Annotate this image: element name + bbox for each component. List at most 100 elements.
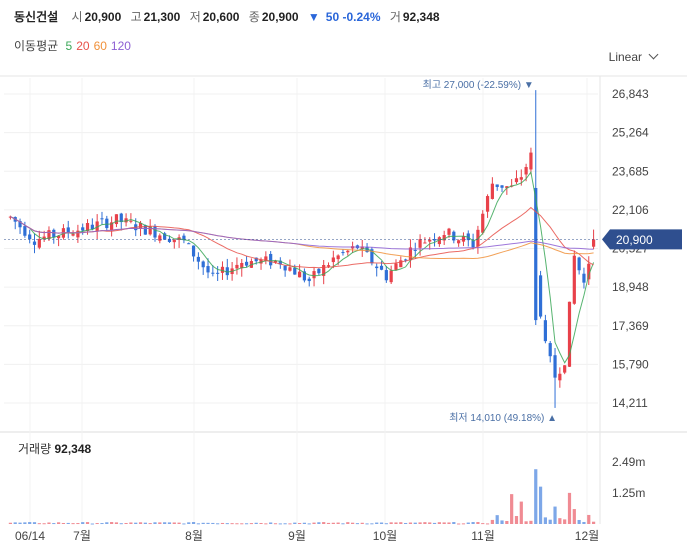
volume-bar xyxy=(399,522,403,524)
moving-average-legend[interactable]: 이동평균 5 20 60 120 xyxy=(14,37,135,54)
volume-bar xyxy=(461,523,466,525)
volume-bar xyxy=(336,522,340,524)
volume-bar xyxy=(240,523,244,525)
y-tick-label: 25,264 xyxy=(612,126,649,140)
volume-bar xyxy=(572,509,576,524)
volume-bar xyxy=(452,522,456,524)
candle-body xyxy=(432,239,437,241)
candle-body xyxy=(143,225,147,235)
candle-body xyxy=(524,167,528,175)
candle-body xyxy=(42,236,46,240)
candle-body xyxy=(370,249,374,264)
candle-body xyxy=(423,242,427,244)
candle-body xyxy=(264,256,268,261)
candle-body xyxy=(76,230,80,238)
candle-body xyxy=(81,227,85,231)
volume-bar xyxy=(254,522,258,524)
ma-line-120 xyxy=(10,216,594,250)
volume-bar xyxy=(61,522,66,524)
volume-bar xyxy=(322,522,326,524)
change-down-icon: ▼ xyxy=(307,10,320,24)
candle-body xyxy=(216,272,220,274)
ma-legend-item[interactable]: 60 xyxy=(93,39,107,53)
x-tick-label: 9월 xyxy=(288,529,306,543)
candle-body xyxy=(529,152,533,170)
volume-bar xyxy=(394,522,398,524)
candle-body xyxy=(172,239,176,243)
volume-bar xyxy=(148,523,152,525)
candle-body xyxy=(211,272,215,274)
candle-body xyxy=(235,264,239,269)
volume-bar xyxy=(577,519,581,524)
candle-body xyxy=(57,235,61,239)
volume-bar xyxy=(196,523,200,525)
candle-body xyxy=(500,185,504,188)
candle-body xyxy=(379,265,384,270)
candle-body xyxy=(66,227,70,233)
low-value: 20,600 xyxy=(202,10,240,24)
volume-bar xyxy=(81,522,85,524)
volume-bar xyxy=(582,521,586,524)
volume-bar xyxy=(269,522,273,524)
candle-body xyxy=(519,177,523,180)
open-label: 시 xyxy=(71,10,83,24)
ma-legend-item[interactable]: 120 xyxy=(110,39,131,53)
candle-body xyxy=(129,220,133,222)
volume-bar xyxy=(519,501,523,524)
volume-bar xyxy=(235,523,239,525)
volume-bar xyxy=(85,522,90,524)
volume-bar xyxy=(534,469,538,524)
volume-bar xyxy=(191,522,196,524)
volume-bar xyxy=(90,523,94,525)
volume-bar xyxy=(524,521,528,524)
price-header: 동신건설 시 20,900 고 21,300 저 20,600 종 20,900 ▼ 50… xyxy=(14,8,446,25)
volume-bar xyxy=(471,522,475,524)
candle-body xyxy=(288,267,292,271)
volume-bar xyxy=(100,523,104,525)
volume-bar xyxy=(172,522,176,524)
volume-bar xyxy=(278,523,282,525)
volume-bar xyxy=(457,523,461,525)
volume-bar xyxy=(548,519,552,524)
min-annotation: 최저 14,010 (49.18%) ▲ xyxy=(449,412,557,424)
volume-bar xyxy=(379,522,384,524)
volume-bar xyxy=(302,522,307,524)
candle-body xyxy=(572,255,576,304)
volume-bar xyxy=(428,522,432,524)
volume-bar xyxy=(404,522,408,524)
volume-bar xyxy=(423,522,427,524)
volume-label: 거 xyxy=(389,10,401,24)
candle-body xyxy=(360,246,364,250)
stock-name: 동신건설 xyxy=(14,10,59,24)
candle-body xyxy=(158,235,162,241)
volume-bar xyxy=(418,522,422,524)
volume-bar xyxy=(365,523,369,525)
volume-bar xyxy=(293,522,297,524)
candle-body xyxy=(201,261,205,268)
volume-bar xyxy=(317,522,321,524)
volume-bar xyxy=(230,523,234,525)
candle-body xyxy=(273,260,278,263)
volume-bar xyxy=(114,522,119,524)
candle-body xyxy=(138,222,143,229)
volume-bar xyxy=(206,522,210,524)
ma-legend-item[interactable]: 20 xyxy=(76,39,90,53)
volume-bar xyxy=(129,522,133,524)
volume-bar xyxy=(297,523,302,525)
candle-body xyxy=(297,271,302,278)
volume-bar xyxy=(244,523,249,525)
volume-bar xyxy=(490,519,494,524)
scale-select[interactable]: Linear xyxy=(609,49,659,64)
volume-bar xyxy=(8,522,13,524)
candle-body xyxy=(336,255,340,260)
y-tick-label: 15,790 xyxy=(612,357,649,371)
candle-body xyxy=(85,223,90,231)
candle-body xyxy=(404,259,408,261)
candle-body xyxy=(182,235,186,241)
volume-bar xyxy=(505,521,509,524)
candle-body xyxy=(278,260,282,265)
close-value: 20,900 xyxy=(261,10,299,24)
candle-body xyxy=(105,218,109,229)
ma-legend-item[interactable]: 5 xyxy=(65,39,73,53)
